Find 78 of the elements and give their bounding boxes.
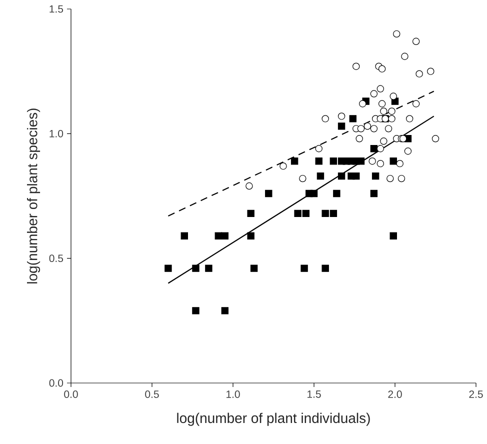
y-tick-label: 1.5 [50, 5, 64, 13]
point [315, 145, 322, 152]
x-tick-label: 2.5 [469, 390, 483, 398]
point [221, 232, 229, 240]
point [338, 112, 346, 120]
point [412, 38, 420, 46]
point [432, 135, 440, 142]
y-tick-label: 1.0 [50, 130, 64, 138]
point [380, 138, 388, 145]
point [302, 210, 310, 218]
point [265, 190, 272, 198]
point [372, 172, 380, 180]
point [315, 157, 322, 165]
x-tick-label: 0.5 [145, 390, 159, 398]
point [357, 157, 365, 165]
point [404, 148, 412, 155]
point [416, 70, 423, 78]
point [247, 232, 254, 240]
point [338, 172, 346, 180]
point [322, 210, 329, 218]
point [390, 157, 397, 165]
point [390, 232, 397, 240]
point [192, 264, 200, 272]
point [221, 307, 229, 314]
point [352, 172, 360, 180]
y-tick-label: 0.5 [49, 254, 64, 262]
x-tick-label: 1.0 [226, 390, 240, 398]
x-axis-title: log(number of plant individuals) [177, 412, 370, 426]
point [180, 232, 188, 240]
point [384, 125, 392, 132]
point [370, 145, 378, 152]
point [330, 210, 338, 218]
point [380, 108, 388, 115]
point [299, 174, 306, 182]
point [205, 264, 212, 272]
point [370, 190, 378, 198]
point [359, 100, 366, 108]
point [393, 30, 400, 38]
point [376, 85, 384, 92]
y-tick-label: 0.0 [49, 379, 64, 387]
point [406, 115, 414, 122]
point [398, 174, 406, 182]
point [250, 264, 258, 272]
point [370, 125, 378, 132]
point [390, 92, 397, 100]
point [192, 307, 200, 314]
point [294, 210, 302, 218]
point [316, 172, 324, 180]
point [338, 122, 346, 130]
point [310, 190, 318, 198]
point [378, 65, 386, 72]
point [247, 210, 254, 218]
point [333, 190, 340, 198]
point [246, 182, 253, 190]
point [330, 157, 338, 165]
point [386, 174, 394, 182]
point [370, 90, 378, 98]
x-tick-label: 0.0 [64, 390, 78, 398]
point [388, 108, 396, 115]
point [401, 52, 408, 60]
point [300, 264, 308, 272]
x-tick-label: 2.0 [388, 390, 402, 398]
point [378, 100, 386, 108]
point [357, 125, 365, 132]
point [349, 115, 356, 122]
x-tick-label: 1.5 [308, 390, 321, 398]
point [376, 160, 384, 168]
point [376, 145, 384, 152]
point [356, 135, 363, 142]
point [412, 100, 420, 108]
point [322, 264, 329, 272]
point [352, 62, 360, 70]
point [164, 264, 172, 272]
point [427, 68, 434, 75]
point [290, 157, 298, 165]
point [322, 115, 329, 122]
y-axis-title: log(number of plant species) [27, 108, 40, 284]
point [368, 157, 376, 165]
